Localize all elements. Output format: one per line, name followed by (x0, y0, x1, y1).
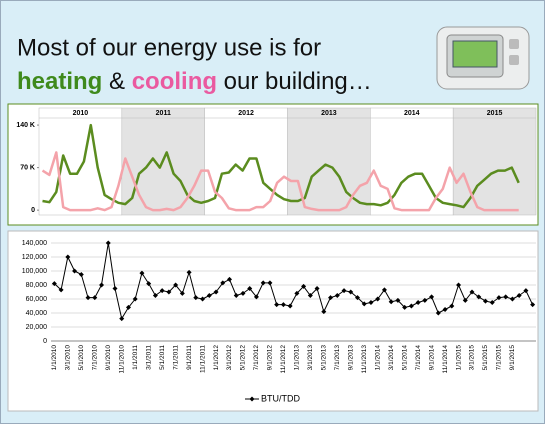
y-tick-label: 100,000 (22, 268, 47, 275)
x-tick-label: 1/1/2010 (51, 345, 58, 371)
year-band (205, 108, 288, 215)
title-line: Most of our energy use is for (17, 34, 321, 61)
title-line: heating & cooling our building… (17, 68, 372, 95)
slide-canvas: Most of our energy use is for heating & … (1, 1, 544, 423)
x-tick-label: 3/1/2012 (226, 345, 233, 371)
x-tick-label: 1/1/2011 (132, 345, 139, 370)
x-tick-label: 3/1/2014 (388, 345, 395, 371)
y-tick-label: 140,000 (22, 240, 47, 247)
year-label: 2012 (238, 110, 254, 117)
x-tick-label: 7/1/2014 (415, 345, 422, 371)
x-tick-label: 11/1/2010 (118, 345, 125, 374)
x-tick-label: 9/1/2015 (509, 345, 516, 371)
y-tick-label: 120,000 (22, 254, 47, 261)
legend-label: BTU/TDD (261, 393, 300, 403)
x-tick-label: 9/1/2014 (428, 345, 435, 371)
y-tick-label: 40,000 (26, 310, 48, 317)
x-tick-label: 1/1/2014 (374, 345, 381, 371)
year-label: 2013 (321, 110, 337, 117)
y-tick-label: 140 K (16, 122, 35, 129)
year-label: 2015 (487, 110, 503, 117)
x-tick-label: 3/1/2010 (65, 345, 72, 371)
x-tick-label: 5/1/2012 (240, 345, 247, 371)
energy-chart: 2010 2011 2012 2013 2014 2015 0 70 K 140 K (16, 108, 536, 215)
y-tick-label: 70 K (20, 164, 35, 171)
y-tick-label: 60,000 (26, 296, 48, 303)
y-tick-label: 0 (43, 338, 47, 345)
title-word: cooling (132, 68, 217, 95)
x-tick-label: 11/1/2014 (442, 345, 449, 374)
x-tick-label: 5/1/2010 (78, 345, 85, 371)
year-band (453, 108, 536, 215)
x-tick-label: 7/1/2010 (92, 345, 99, 371)
x-tick-label: 1/1/2015 (455, 345, 462, 371)
x-tick-label: 5/1/2011 (159, 345, 166, 370)
slide: Most of our energy use is for heating & … (0, 0, 545, 424)
title-word: heating (17, 68, 102, 95)
x-tick-label: 5/1/2013 (321, 345, 328, 371)
x-tick-label: 1/1/2012 (213, 345, 220, 371)
x-tick-label: 3/1/2015 (469, 345, 476, 371)
x-tick-label: 7/1/2012 (253, 345, 260, 371)
x-tick-label: 1/1/2013 (294, 345, 301, 371)
year-label: 2011 (156, 110, 171, 117)
x-tick-label: 7/1/2013 (334, 345, 341, 371)
y-tick-label: 0 (31, 207, 35, 214)
x-tick-label: 5/1/2015 (482, 345, 489, 371)
year-band (370, 108, 453, 215)
x-tick-label: 9/1/2013 (347, 345, 354, 371)
title-word: & (102, 68, 131, 95)
title-word: our building… (217, 68, 372, 95)
x-tick-label: 9/1/2012 (267, 345, 274, 371)
x-tick-label: 11/1/2011 (199, 345, 206, 373)
year-label: 2010 (73, 110, 89, 117)
x-tick-label: 9/1/2011 (186, 345, 193, 370)
x-tick-label: 3/1/2013 (307, 345, 314, 371)
x-tick-label: 3/1/2011 (145, 345, 152, 370)
x-tick-label: 7/1/2015 (496, 345, 503, 371)
x-tick-label: 11/1/2013 (361, 345, 368, 374)
x-tick-label: 11/1/2012 (280, 345, 287, 374)
thermostat-icon (437, 27, 529, 89)
x-tick-label: 5/1/2014 (401, 345, 408, 371)
x-tick-label: 7/1/2011 (172, 345, 179, 370)
chart-frame (8, 231, 538, 411)
x-tick-label: 9/1/2010 (105, 345, 112, 371)
year-label: 2014 (404, 110, 420, 117)
y-tick-label: 80,000 (26, 282, 48, 289)
y-tick-label: 20,000 (26, 324, 48, 331)
